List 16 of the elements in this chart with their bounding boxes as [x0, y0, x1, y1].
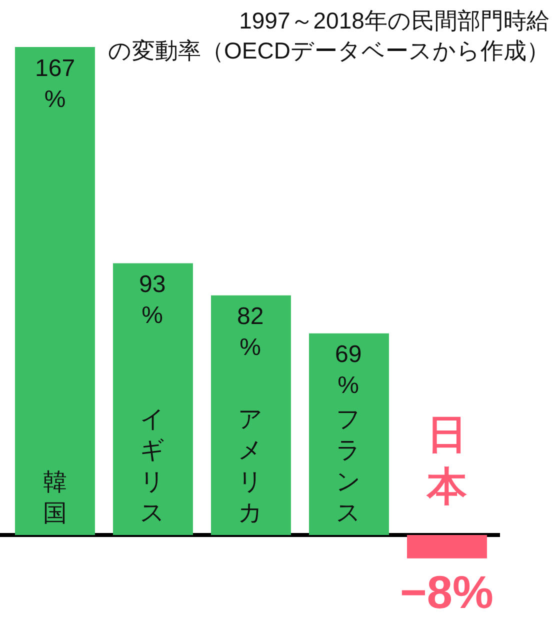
data-label: 69 %	[335, 341, 362, 400]
x-tick-label: 韓国	[43, 469, 67, 528]
bar	[14, 47, 95, 536]
x-tick-label: イギリス	[140, 406, 165, 527]
bar	[309, 333, 389, 536]
data-label: 93 %	[139, 271, 166, 330]
bar	[112, 263, 193, 536]
data-label: 167 %	[35, 55, 76, 114]
x-tick-label: アメリカ	[238, 406, 263, 527]
chart-title: 1997～2018年の民間部門時給の変動率（OECDデータベースから作成）	[108, 7, 550, 64]
bar	[407, 535, 487, 558]
bar	[211, 295, 291, 536]
x-tick-label: フランス	[336, 406, 361, 527]
data-label: −8%	[400, 566, 494, 618]
x-tick-label: 日本	[426, 413, 467, 509]
data-label: 82 %	[237, 303, 264, 362]
